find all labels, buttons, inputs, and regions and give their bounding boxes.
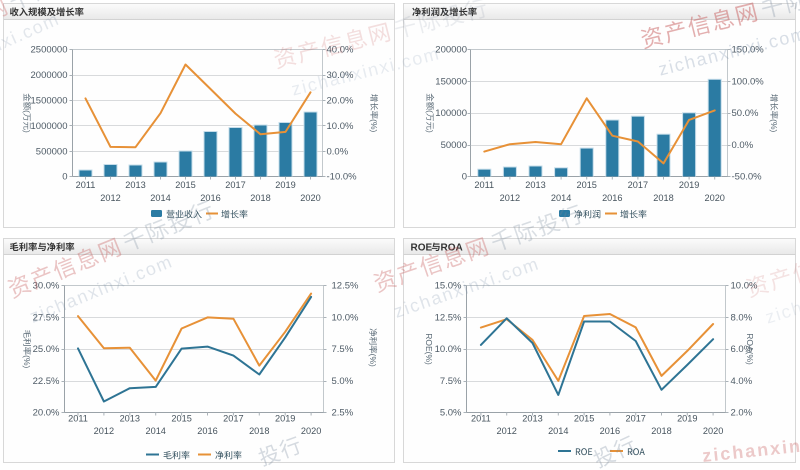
svg-text:10.0%: 10.0%: [435, 344, 462, 355]
svg-text:2011: 2011: [471, 414, 491, 424]
svg-text:2016: 2016: [197, 426, 217, 436]
svg-text:5.0%: 5.0%: [332, 376, 354, 387]
svg-text:8.0%: 8.0%: [731, 312, 753, 323]
svg-text:1000000: 1000000: [31, 121, 68, 132]
svg-text:2020: 2020: [703, 426, 723, 436]
svg-text:0.0%: 0.0%: [732, 140, 754, 151]
svg-text:2.0%: 2.0%: [731, 408, 753, 419]
svg-text:2020: 2020: [300, 193, 320, 203]
svg-text:7.5%: 7.5%: [332, 344, 354, 355]
svg-text:2019: 2019: [275, 180, 295, 190]
svg-text:2016: 2016: [602, 193, 622, 203]
svg-text:(: (: [425, 110, 435, 113]
svg-text:2000000: 2000000: [31, 70, 68, 81]
svg-text:1500000: 1500000: [31, 96, 68, 107]
svg-text:2020: 2020: [301, 426, 321, 436]
svg-text:2016: 2016: [600, 426, 620, 436]
svg-text:150.0%: 150.0%: [732, 45, 765, 56]
svg-text:2015: 2015: [574, 414, 594, 424]
svg-text:20.0%: 20.0%: [327, 96, 354, 107]
svg-text:2017: 2017: [628, 180, 648, 190]
svg-text:2012: 2012: [496, 426, 516, 436]
svg-text:2020: 2020: [704, 193, 724, 203]
svg-text:): ): [425, 130, 435, 133]
svg-text:30.0%: 30.0%: [327, 70, 354, 81]
svg-text:2.5%: 2.5%: [332, 408, 354, 419]
svg-text:(%): (%): [369, 119, 379, 132]
svg-text:2011: 2011: [76, 180, 96, 190]
svg-text:2014: 2014: [551, 193, 571, 203]
svg-text:ROE(%): ROE(%): [424, 333, 434, 365]
svg-text:2500000: 2500000: [31, 45, 68, 56]
svg-text:2017: 2017: [225, 180, 245, 190]
svg-text:10.0%: 10.0%: [332, 312, 359, 323]
svg-text:2011: 2011: [474, 180, 494, 190]
svg-text:10.0%: 10.0%: [731, 281, 758, 292]
svg-text:10.0%: 10.0%: [327, 121, 354, 132]
svg-text:2018: 2018: [250, 193, 270, 203]
svg-text:0.0%: 0.0%: [327, 146, 349, 157]
svg-text:2013: 2013: [120, 414, 140, 424]
svg-text:2017: 2017: [625, 414, 645, 424]
svg-text:2012: 2012: [100, 193, 120, 203]
svg-text:2015: 2015: [576, 180, 596, 190]
svg-text:100.0%: 100.0%: [732, 76, 765, 87]
svg-text:27.5%: 27.5%: [33, 312, 60, 323]
svg-text:2011: 2011: [68, 414, 88, 424]
svg-text:2019: 2019: [677, 414, 697, 424]
svg-text:50.0%: 50.0%: [732, 108, 759, 119]
svg-text:0: 0: [462, 172, 467, 183]
svg-text:40.0%: 40.0%: [327, 45, 354, 56]
svg-text:5.0%: 5.0%: [440, 408, 462, 419]
svg-text:2015: 2015: [175, 180, 195, 190]
svg-text:15.0%: 15.0%: [435, 281, 462, 292]
svg-text:12.5%: 12.5%: [435, 312, 462, 323]
svg-text:25.0%: 25.0%: [33, 344, 60, 355]
svg-text:200000: 200000: [435, 45, 467, 56]
svg-text:(%): (%): [22, 355, 32, 368]
svg-text:6.0%: 6.0%: [731, 344, 753, 355]
svg-text:2018: 2018: [249, 426, 269, 436]
svg-text:12.5%: 12.5%: [332, 281, 359, 292]
svg-text:2013: 2013: [525, 180, 545, 190]
svg-text:): ): [22, 130, 32, 133]
svg-text:2015: 2015: [171, 414, 191, 424]
svg-text:(%): (%): [769, 119, 779, 132]
svg-text:(: (: [22, 110, 32, 113]
svg-text:150000: 150000: [435, 76, 467, 87]
svg-text:2013: 2013: [125, 180, 145, 190]
svg-text:2019: 2019: [275, 414, 295, 424]
svg-text:ROA: ROA: [441, 242, 463, 253]
svg-text:2016: 2016: [200, 193, 220, 203]
svg-text:-50.0%: -50.0%: [732, 172, 763, 183]
svg-text:-10.0%: -10.0%: [327, 172, 358, 183]
svg-text:0: 0: [62, 172, 67, 183]
svg-text:2012: 2012: [500, 193, 520, 203]
svg-text:30.0%: 30.0%: [33, 281, 60, 292]
svg-text:(%): (%): [368, 354, 378, 367]
svg-text:100000: 100000: [435, 108, 467, 119]
svg-text:2018: 2018: [653, 193, 673, 203]
svg-text:2014: 2014: [548, 426, 568, 436]
svg-text:2019: 2019: [679, 180, 699, 190]
svg-text:50000: 50000: [441, 140, 467, 151]
svg-text:ROE: ROE: [411, 242, 433, 253]
svg-text:2012: 2012: [94, 426, 114, 436]
svg-text:2018: 2018: [651, 426, 671, 436]
svg-text:2014: 2014: [145, 426, 165, 436]
svg-text:7.5%: 7.5%: [440, 376, 462, 387]
svg-text:20.0%: 20.0%: [33, 408, 60, 419]
svg-text:22.5%: 22.5%: [33, 376, 60, 387]
svg-text:ROA(%): ROA(%): [745, 333, 755, 365]
svg-text:4.0%: 4.0%: [731, 376, 753, 387]
svg-text:2017: 2017: [223, 414, 243, 424]
svg-text:2014: 2014: [150, 193, 170, 203]
svg-text:500000: 500000: [36, 146, 68, 157]
svg-text:2013: 2013: [522, 414, 542, 424]
